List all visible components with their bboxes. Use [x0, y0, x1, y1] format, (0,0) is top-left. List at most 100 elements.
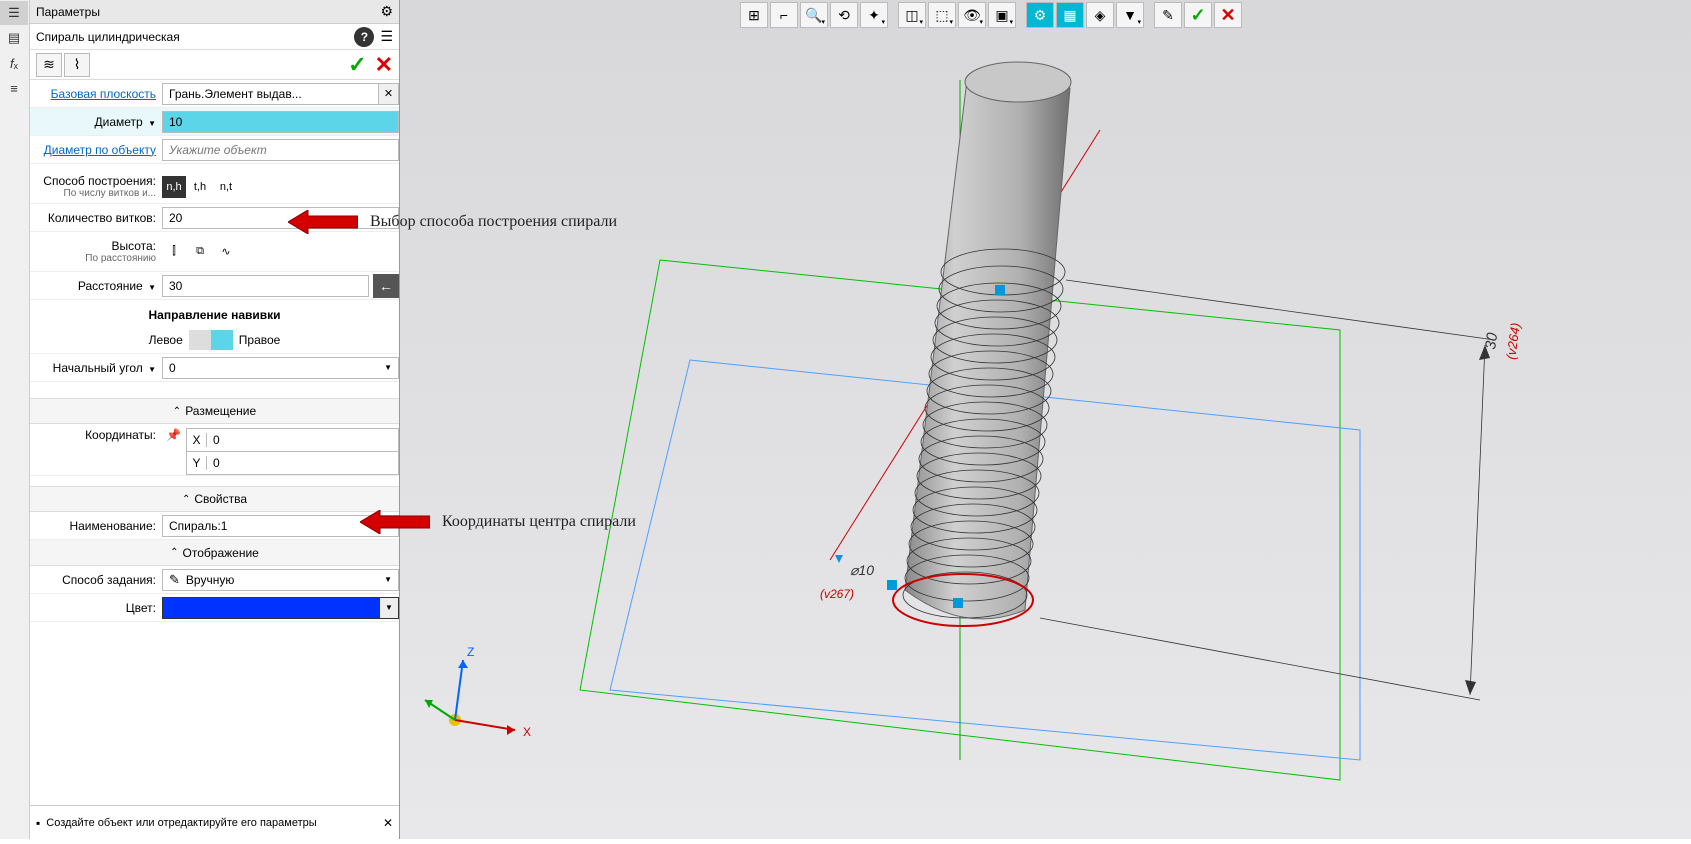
row-base-plane: Базовая плоскость ✕: [30, 80, 399, 108]
toolbar-accent2-icon[interactable]: ▦: [1056, 2, 1084, 28]
marker-triangle[interactable]: [835, 555, 843, 563]
diameter-by-obj-input[interactable]: [162, 139, 399, 161]
coord-y-row: Y: [186, 451, 399, 475]
toolbar-zoom-icon[interactable]: 🔍: [800, 2, 828, 28]
distance-label[interactable]: Расстояние ▼: [30, 279, 162, 293]
left-sidebar: ☰ ▤ fₓ ≡: [0, 0, 30, 839]
row-color: Цвет: ▼: [30, 594, 399, 622]
tool-list-icon[interactable]: ▤: [0, 26, 28, 50]
distance-input[interactable]: [162, 275, 369, 297]
diameter-input[interactable]: [162, 111, 399, 133]
name-label: Наименование:: [30, 519, 162, 533]
toolbar-cube1-icon[interactable]: ◫: [898, 2, 926, 28]
gear-icon[interactable]: ⚙: [380, 3, 393, 20]
coord-x-row: X: [186, 428, 399, 452]
cancel-icon[interactable]: ✕: [375, 52, 393, 78]
arrow-icon: [360, 510, 430, 534]
tool-tree-icon[interactable]: ☰: [0, 1, 28, 25]
pin-icon[interactable]: 📌: [166, 428, 182, 442]
coord-x-input[interactable]: [207, 429, 398, 451]
display-method-label: Способ задания:: [30, 573, 162, 587]
height-sub: По расстоянию: [85, 253, 156, 264]
parameters-panel: Параметры ⚙ Спираль цилиндрическая ? ☰ ≋…: [30, 0, 400, 839]
direction-toggle[interactable]: Левое Правое: [143, 330, 287, 350]
toolbar-picker-icon[interactable]: ✎: [1154, 2, 1182, 28]
diameter-label[interactable]: Диаметр ▼: [30, 115, 162, 129]
method-label: Способ построения:: [43, 174, 156, 188]
row-name: Наименование:: [30, 512, 399, 540]
toolbar-frame-icon[interactable]: ✦: [860, 2, 888, 28]
viewport-3d[interactable]: , ⌀10 (v267) 30 (v264) X Z: [400, 0, 1691, 839]
marker-top[interactable]: [995, 285, 1005, 295]
row-display-method: Способ задания: ✎ Вручную ▼: [30, 566, 399, 594]
annotation-1: Выбор способа построения спирали: [288, 210, 617, 234]
base-plane-label[interactable]: Базовая плоскость: [30, 87, 162, 101]
panel-title: Параметры: [36, 5, 380, 19]
direction-right-label: Правое: [233, 333, 287, 347]
direction-title: Направление навивки: [30, 300, 399, 326]
status-close-icon[interactable]: ✕: [383, 816, 393, 830]
height-opt-1[interactable]: ⫿: [162, 241, 186, 263]
coord-y-axis-label: Y: [187, 456, 207, 470]
panel-body: Базовая плоскость ✕ Диаметр ▼ Диаметр по…: [30, 80, 399, 805]
toolbar-apply-icon[interactable]: ✓: [1184, 2, 1212, 28]
toolbar-filter-icon[interactable]: ▼: [1116, 2, 1144, 28]
section-placement[interactable]: ⌃Размещение: [30, 398, 399, 424]
toolbar-accent1-icon[interactable]: ⚙: [1026, 2, 1054, 28]
panel-header: Параметры ⚙: [30, 0, 399, 24]
base-plane-clear-icon[interactable]: ✕: [379, 83, 399, 105]
toolbar-cancel-icon[interactable]: ✕: [1214, 2, 1242, 28]
marker-edge[interactable]: [887, 580, 897, 590]
apply-icon[interactable]: ✓: [348, 52, 366, 78]
row-method: Способ построения: По числу витков и... …: [30, 164, 399, 204]
coordinate-triad: X Z: [425, 645, 531, 739]
toolbar-layer-icon[interactable]: ◈: [1086, 2, 1114, 28]
mode-button-2[interactable]: ⌇: [64, 53, 90, 77]
color-swatch[interactable]: ▼: [162, 597, 399, 619]
toolbar-orbit-icon[interactable]: ⟲: [830, 2, 858, 28]
marker-center[interactable]: [953, 598, 963, 608]
row-start-angle: Начальный угол ▼ 0 ▼: [30, 354, 399, 382]
toolbar-axes-icon[interactable]: ⌐: [770, 2, 798, 28]
section-props[interactable]: ⌃Свойства: [30, 486, 399, 512]
method-opt-nt[interactable]: n,t: [214, 176, 238, 198]
panel-subtitle: Спираль цилиндрическая: [36, 30, 354, 44]
base-plane-input[interactable]: [162, 83, 379, 105]
start-angle-select[interactable]: 0 ▼: [162, 357, 399, 379]
annotation-2: Координаты центра спирали: [360, 510, 636, 534]
tool-menu-icon[interactable]: ≡: [0, 76, 28, 100]
svg-text:X: X: [523, 725, 531, 739]
panel-sub-header: Спираль цилиндрическая ? ☰: [30, 24, 399, 50]
toolbar-cube2-icon[interactable]: ⬚: [928, 2, 956, 28]
height-opt-3[interactable]: ∿: [214, 241, 238, 263]
method-options: n,h t,h n,t: [162, 176, 399, 198]
section-display[interactable]: ⌃Отображение: [30, 540, 399, 566]
status-icon: ▪: [36, 816, 40, 830]
coord-y-input[interactable]: [207, 452, 398, 474]
coord-x-axis-label: X: [187, 433, 207, 447]
cylinder-top: [965, 62, 1071, 102]
tool-fx-icon[interactable]: fₓ: [0, 51, 28, 75]
toolbar-grid-icon[interactable]: ⊞: [740, 2, 768, 28]
method-opt-nh[interactable]: n,h: [162, 176, 186, 198]
toolbar-vis1-icon[interactable]: 👁: [958, 2, 986, 28]
viewport-toolbar: ⊞ ⌐ 🔍 ⟲ ✦ ◫ ⬚ 👁 ▣ ⚙ ▦ ◈ ▼ ✎ ✓ ✕: [740, 2, 1242, 30]
method-opt-th[interactable]: t,h: [188, 176, 212, 198]
distance-direction-icon[interactable]: ←: [373, 274, 399, 298]
start-angle-label[interactable]: Начальный угол ▼: [30, 361, 162, 375]
mode-button-1[interactable]: ≋: [36, 53, 62, 77]
row-diameter-by-obj: Диаметр по объекту: [30, 136, 399, 164]
row-coords: Координаты: 📌 X Y: [30, 424, 399, 476]
dim-line-height: [1470, 345, 1485, 695]
color-label: Цвет:: [30, 601, 162, 615]
tree-toggle-icon[interactable]: ☰: [380, 28, 393, 45]
height-opt-2[interactable]: ⧉: [188, 241, 212, 263]
dim-ext-top: [1066, 280, 1495, 340]
panel-actions: ≋ ⌇ ✓ ✕: [30, 50, 399, 80]
dim-diameter-label: ⌀10: [850, 562, 874, 578]
display-method-select[interactable]: ✎ Вручную ▼: [162, 569, 399, 591]
help-icon[interactable]: ?: [354, 27, 374, 47]
turns-label: Количество витков:: [30, 211, 162, 225]
toolbar-vis2-icon[interactable]: ▣: [988, 2, 1016, 28]
diameter-by-obj-label[interactable]: Диаметр по объекту: [30, 143, 162, 157]
